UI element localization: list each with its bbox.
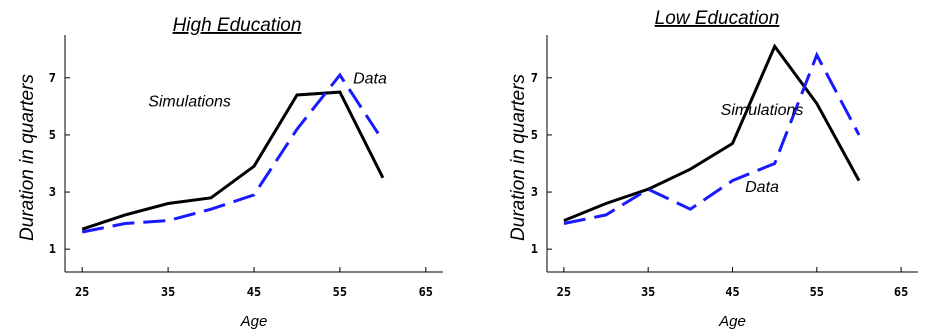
x-tick-label: 55 (810, 285, 824, 299)
y-tick-label: 3 (531, 185, 538, 199)
chart-title: Low Education (655, 8, 780, 29)
annotation-data: Data (745, 179, 779, 196)
series-line-simulations (81, 90, 385, 231)
chart-title: High Education (173, 15, 302, 36)
series-line-data (81, 72, 385, 234)
x-tick-label: 25 (75, 285, 89, 299)
x-axis-label: Age (718, 313, 746, 330)
series-line-simulations (563, 43, 861, 222)
x-tick-label: 25 (557, 285, 571, 299)
x-tick-label: 45 (725, 285, 739, 299)
x-tick-label: 35 (161, 285, 175, 299)
x-tick-label: 35 (641, 285, 655, 299)
x-axis-label: Age (240, 313, 268, 330)
y-tick-label: 5 (531, 128, 538, 142)
y-axis-label: Duration in quarters (17, 74, 38, 241)
y-tick-label: 7 (531, 71, 538, 85)
y-tick-label: 7 (49, 71, 56, 85)
x-tick-label: 45 (247, 285, 261, 299)
y-tick-label: 3 (49, 185, 56, 199)
x-tick-label: 55 (333, 285, 347, 299)
y-tick-label: 5 (49, 128, 56, 142)
annotation-simulations: Simulations (721, 102, 804, 119)
x-tick-label: 65 (894, 285, 908, 299)
annotation-simulations: Simulations (148, 93, 231, 110)
annotation-data: Data (353, 71, 387, 88)
x-tick-label: 65 (419, 285, 433, 299)
series-line-data (563, 51, 861, 225)
y-tick-label: 1 (531, 242, 538, 256)
y-axis-label: Duration in quarters (508, 74, 529, 241)
y-tick-label: 1 (49, 242, 56, 256)
